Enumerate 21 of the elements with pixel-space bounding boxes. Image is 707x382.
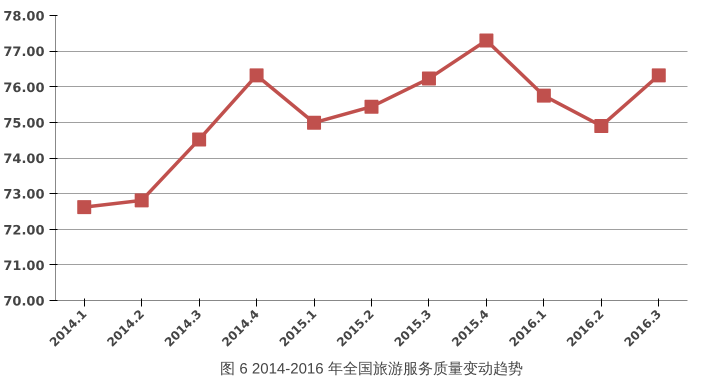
y-tick-label: 74.00 — [3, 152, 45, 167]
y-tick-label: 75.00 — [3, 116, 45, 132]
point — [364, 100, 378, 114]
y-tick-label: 73.00 — [3, 188, 45, 203]
text: 图 6 2014-2016 年全国旅游服务质量变动趋势 — [220, 360, 523, 378]
y-tick-label: 77.00 — [3, 45, 45, 60]
point — [250, 68, 264, 82]
y-tick-label: 70.00 — [3, 294, 45, 310]
y-tick-label: 71.00 — [3, 258, 45, 274]
point — [479, 33, 494, 48]
point — [422, 72, 436, 86]
point — [192, 132, 206, 146]
point — [77, 200, 92, 214]
point — [652, 68, 666, 82]
point — [134, 193, 149, 208]
point — [307, 116, 322, 130]
point — [536, 88, 551, 103]
y-tick-label: 72.00 — [3, 223, 45, 238]
y-tick-label: 78.00 — [3, 10, 45, 24]
y-tick-label: 76.00 — [3, 80, 45, 96]
point — [594, 118, 608, 133]
